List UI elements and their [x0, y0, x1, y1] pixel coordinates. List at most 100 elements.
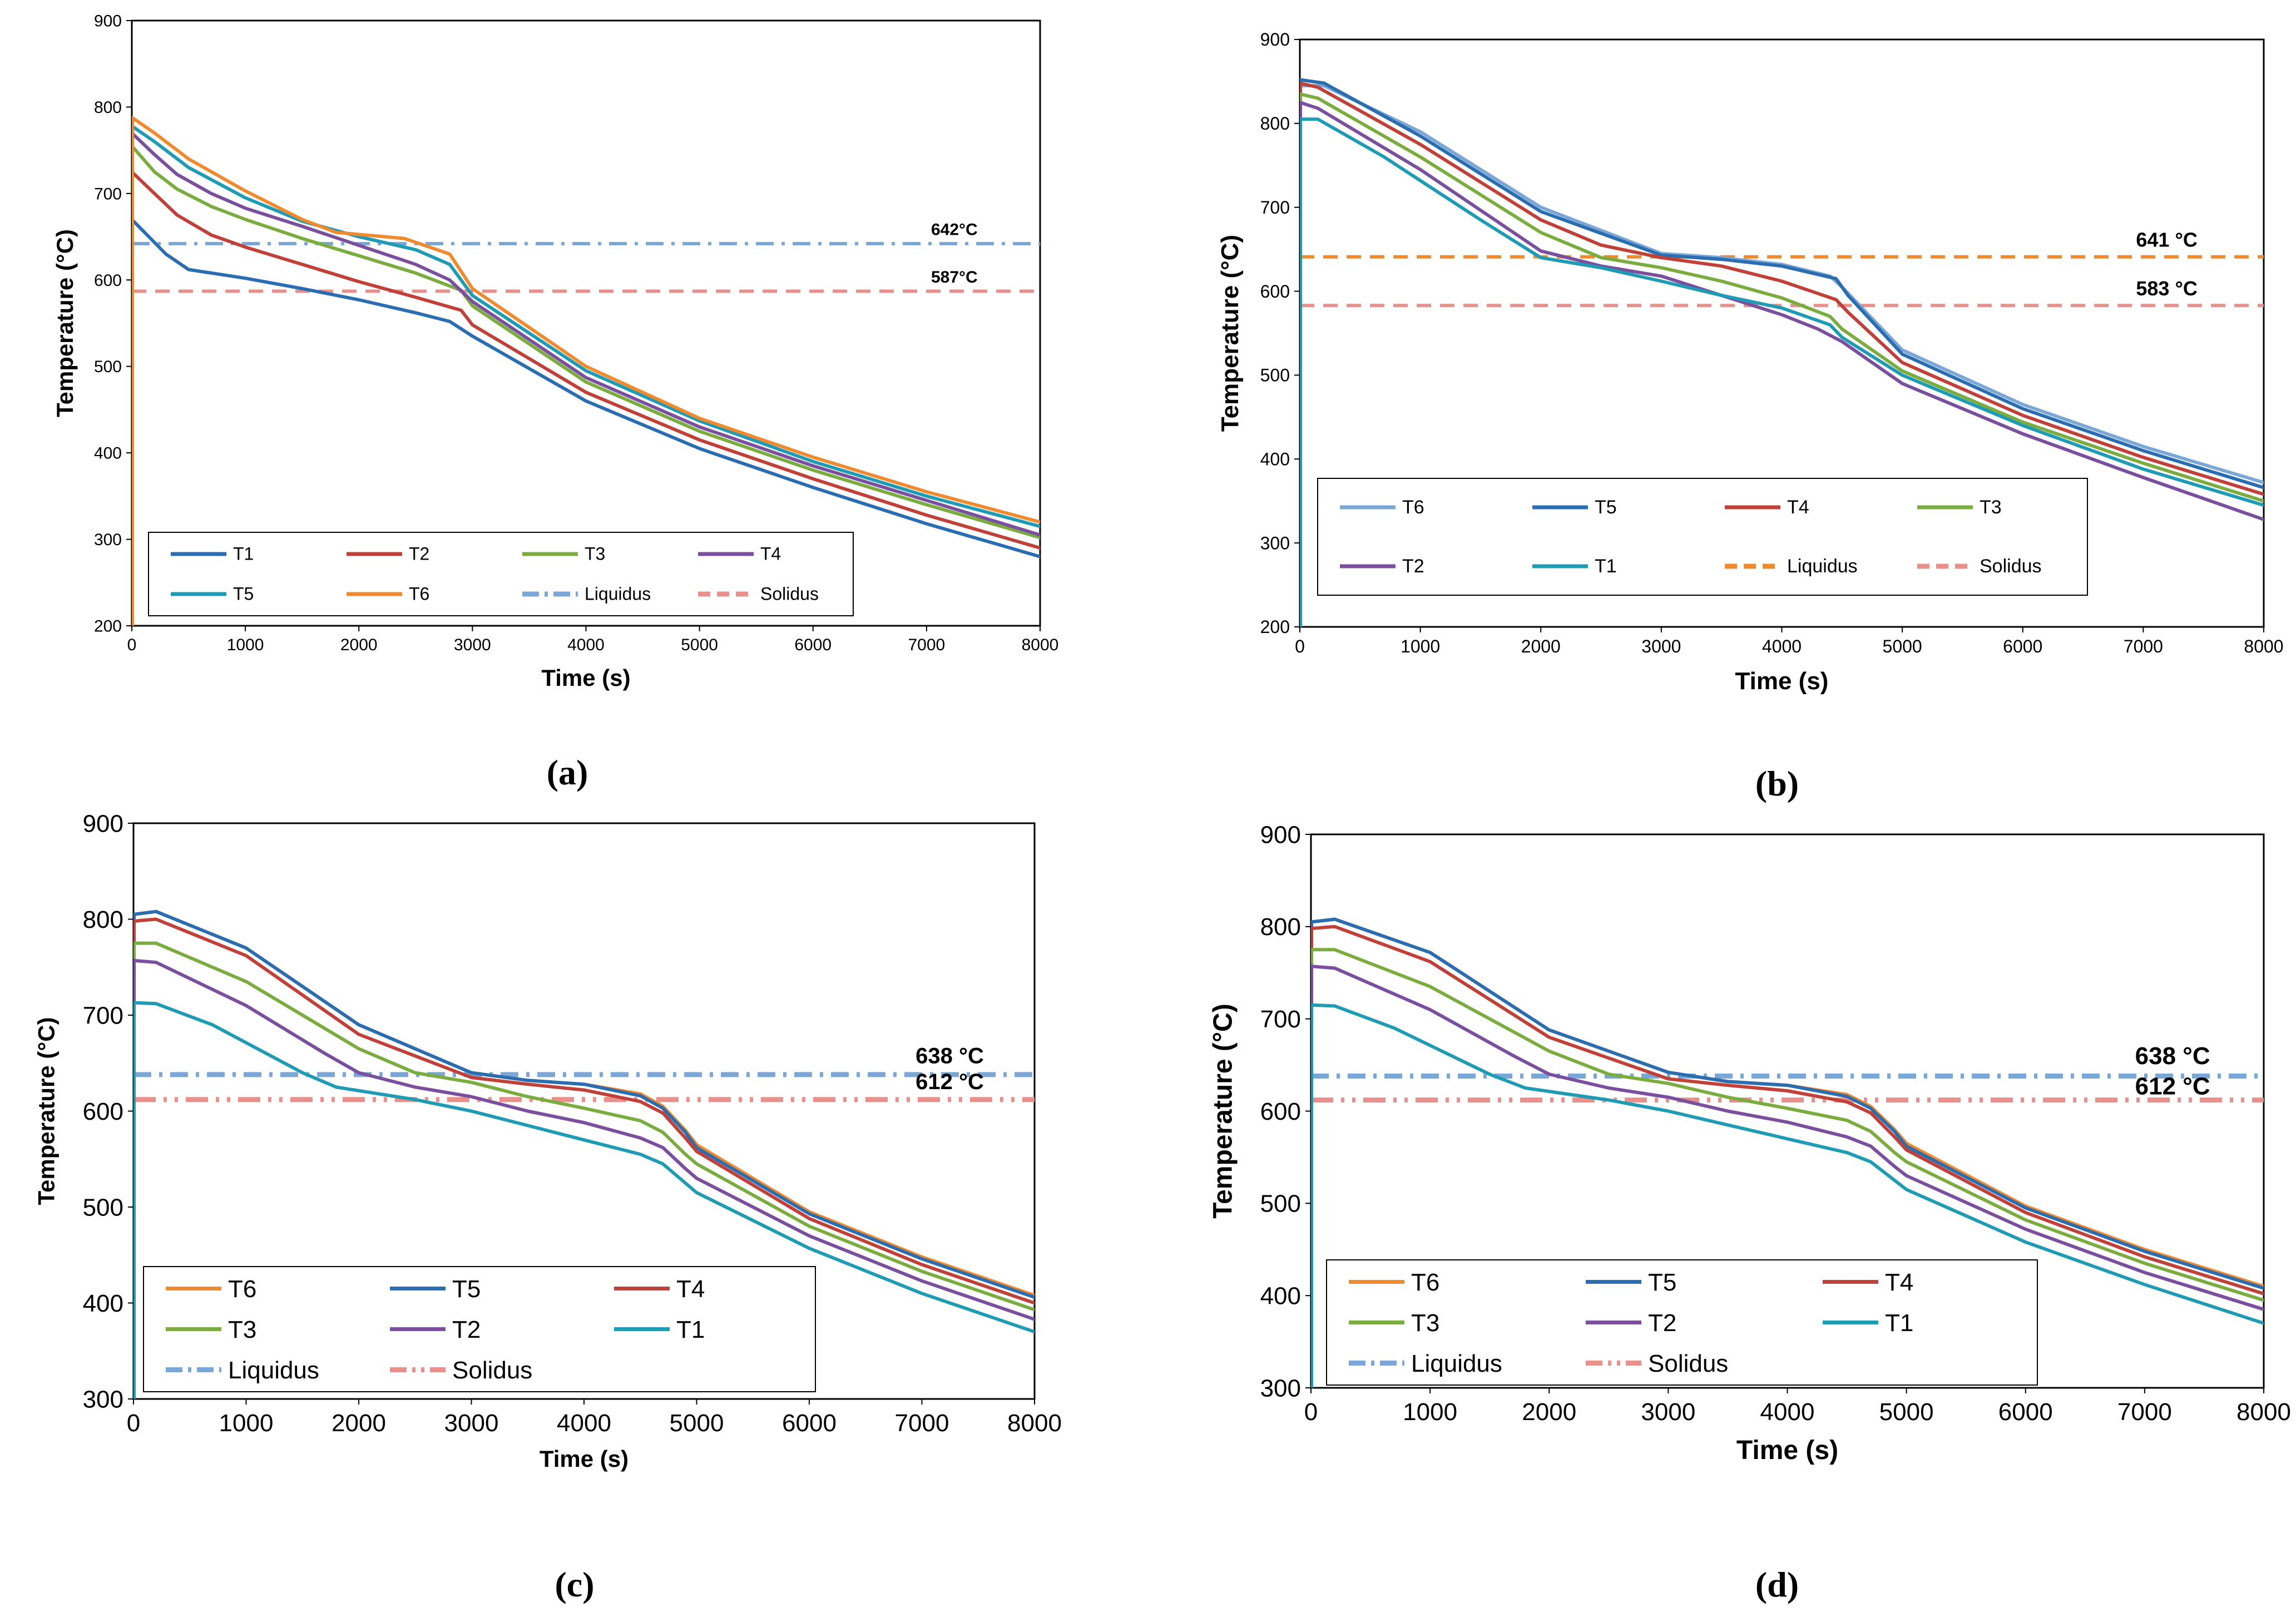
x-tick-label: 2000 — [340, 636, 378, 654]
series-line-t4 — [1300, 81, 2264, 496]
y-tick-label: 600 — [1260, 281, 1290, 301]
y-tick-label: 900 — [1260, 821, 1301, 848]
legend-label-solidus: Solidus — [760, 584, 819, 604]
legend-box — [143, 1266, 816, 1392]
legend-label-t2: T2 — [1648, 1309, 1676, 1337]
solidus-annotation: 612 °C — [916, 1070, 984, 1094]
series-line-t5 — [133, 909, 1035, 1299]
x-tick-label: 0 — [1295, 636, 1305, 656]
y-tick-label: 800 — [94, 98, 122, 117]
x-tick-label: 4000 — [557, 1410, 611, 1437]
legend-label-t2: T2 — [1402, 556, 1424, 577]
legend-label-t6: T6 — [1402, 497, 1424, 518]
liquidus-annotation: 642°C — [931, 220, 978, 239]
legend-label-t4: T4 — [676, 1275, 705, 1303]
legend-label-t1: T1 — [233, 544, 254, 564]
y-tick-label: 500 — [1260, 365, 1290, 385]
y-tick-label: 400 — [1260, 1283, 1301, 1310]
chart-1: 0 1000 2000 3000 4000 5000 6000 7000 8000 200 300 4… — [1216, 29, 2284, 803]
x-tick-label: 2000 — [1521, 636, 1561, 656]
x-tick-label: 5000 — [670, 1410, 724, 1437]
x-axis-label: Time (s) — [1736, 1436, 1838, 1465]
solidus-annotation: 612 °C — [2135, 1073, 2210, 1100]
series-line-t6 — [132, 116, 1040, 524]
x-tick-label: 8000 — [2244, 636, 2283, 656]
y-tick-label: 700 — [83, 1002, 123, 1029]
legend-label-solidus: Solidus — [1648, 1350, 1728, 1377]
x-tick-label: 8000 — [1007, 1410, 1062, 1437]
legend-label-t3: T3 — [1980, 497, 2002, 518]
y-axis-label: Temperature (°C) — [1209, 1003, 1238, 1218]
x-tick-label: 1000 — [1403, 1398, 1457, 1426]
y-tick-label: 300 — [94, 531, 122, 549]
x-tick-label: 5000 — [681, 636, 718, 654]
x-tick-label: 4000 — [567, 636, 605, 654]
y-tick-label: 800 — [1260, 113, 1290, 133]
series-line-t3 — [132, 144, 1040, 540]
series-line-t4 — [132, 131, 1040, 537]
y-tick-label: 500 — [83, 1194, 123, 1221]
legend-box — [148, 532, 854, 616]
liquidus-annotation: 638 °C — [916, 1044, 984, 1068]
x-axis-label: Time (s) — [1735, 667, 1829, 695]
x-tick-label: 3000 — [444, 1410, 499, 1437]
series-group — [132, 116, 1040, 626]
x-tick-label: 1000 — [227, 636, 264, 654]
series-line-t3 — [1300, 92, 2264, 503]
series-line-t3 — [1311, 948, 2264, 1302]
x-tick-label: 0 — [1304, 1398, 1318, 1426]
plot-area — [131, 19, 1041, 627]
series-line-t1 — [133, 1001, 1035, 1334]
x-tick-label: 6000 — [1998, 1398, 2053, 1426]
x-tick-label: 0 — [127, 1410, 140, 1437]
legend-label-t1: T1 — [676, 1316, 705, 1343]
x-tick-label: 3000 — [454, 636, 491, 654]
legend-label-t5: T5 — [1595, 497, 1617, 518]
series-line-t1 — [1300, 117, 2264, 507]
y-tick-label: 900 — [83, 810, 123, 837]
series-line-t4 — [1311, 924, 2264, 1295]
series-group — [133, 909, 1035, 1399]
legend-box — [1317, 478, 2088, 596]
legend-box — [1326, 1259, 2038, 1386]
series-line-t1 — [132, 217, 1040, 558]
y-axis-label: Temperature (°C) — [1216, 235, 1244, 432]
legend-label-liquidus: Liquidus — [1787, 556, 1858, 577]
series-line-t2 — [132, 170, 1040, 550]
series-line-t4 — [133, 917, 1035, 1305]
y-tick-label: 500 — [94, 358, 122, 376]
series-line-t5 — [1311, 917, 2264, 1290]
legend-label-t6: T6 — [1411, 1269, 1439, 1296]
legend-label-t3: T3 — [585, 544, 605, 564]
solidus-annotation: 587°C — [931, 268, 978, 286]
x-tick-label: 5000 — [1883, 636, 1922, 656]
y-tick-label: 800 — [83, 906, 123, 933]
legend-label-t5: T5 — [452, 1275, 481, 1303]
x-axis-label: Time (s) — [540, 1446, 629, 1472]
legend-label-solidus: Solidus — [1980, 556, 2042, 577]
x-axis-label: Time (s) — [541, 665, 630, 691]
x-tick-label: 3000 — [1641, 636, 1681, 656]
series-group — [1300, 78, 2264, 627]
series-line-t5 — [1300, 78, 2264, 489]
solidus-annotation: 583 °C — [2136, 277, 2197, 300]
legend-label-liquidus: Liquidus — [228, 1357, 319, 1384]
x-tick-label: 7000 — [895, 1410, 949, 1437]
legend-label-t4: T4 — [1787, 497, 1809, 518]
y-tick-label: 200 — [94, 617, 122, 636]
series-line-t5 — [132, 124, 1040, 528]
y-tick-label: 500 — [1260, 1190, 1301, 1218]
y-axis-label: Temperature (°C) — [33, 1017, 60, 1205]
legend-label-t5: T5 — [233, 584, 254, 604]
y-tick-label: 700 — [1260, 197, 1290, 217]
legend-label-t4: T4 — [760, 544, 781, 564]
y-tick-label: 600 — [1260, 1098, 1301, 1125]
y-tick-label: 300 — [1260, 1374, 1301, 1402]
legend-label-solidus: Solidus — [452, 1357, 532, 1384]
panel-caption: (a) — [547, 753, 588, 792]
y-tick-label: 300 — [1260, 533, 1290, 553]
y-tick-label: 600 — [94, 271, 122, 290]
y-tick-label: 700 — [1260, 1006, 1301, 1033]
liquidus-annotation: 641 °C — [2136, 229, 2197, 251]
